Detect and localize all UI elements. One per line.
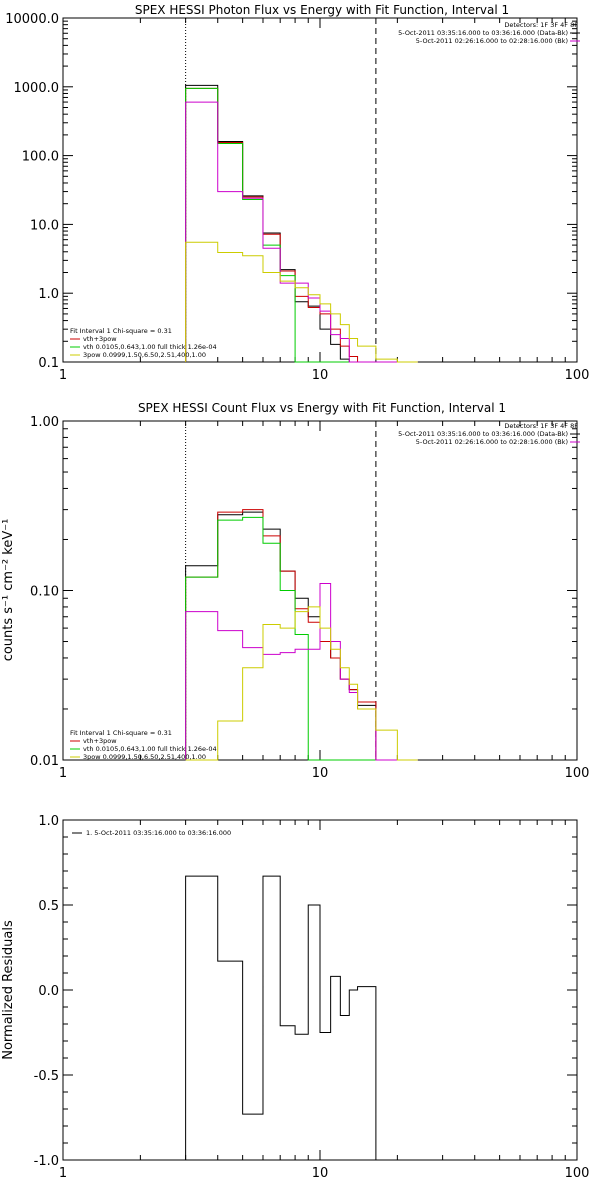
photon-y-tick-label: 1000.0	[14, 81, 60, 96]
residual-panel: Normalized Residuals 1 10 100 -1.0 -0.5 0.0 0.…	[1, 814, 589, 1181]
residual-series-0-step-line	[185, 875, 377, 1160]
legend-data-bk-text: 5-Oct-2011 03:35:16.000 to 03:36:16.000 …	[398, 29, 568, 37]
residual-plot-area: 1 10 100 -1.0 -0.5 0.0 0.5 1.0	[34, 814, 590, 1181]
residual-x-tick-label: 1	[59, 1166, 67, 1181]
photon-panel: SPEX HESSI Photon Flux vs Energy with Fi…	[5, 3, 589, 383]
residual-y-tick-label: -0.5	[34, 1069, 59, 1084]
count-legend-data-bk-text: 5-Oct-2011 03:35:16.000 to 03:36:16.000 …	[398, 430, 568, 438]
detectors-label: Detectors: 1F 3F 4F 8F	[504, 21, 578, 29]
count-detector-legend: Detectors: 1F 3F 4F 8F 5-Oct-2011 03:35:…	[398, 422, 580, 446]
photon-detector-legend: Detectors: 1F 3F 4F 8F 5-Oct-2011 03:35:…	[398, 21, 580, 45]
fit-header-text: Fit Interval 1 Chi-square = 0.31	[70, 327, 172, 335]
count-series-4-step-line	[185, 606, 418, 761]
count-y-tick-label: 0.10	[30, 585, 59, 600]
count-x-tick-label: 1	[59, 766, 67, 781]
residual-legend: 1. 5-Oct-2011 03:35:16.000 to 03:36:16.0…	[72, 829, 231, 837]
legend-bk-text: 5-Oct-2011 02:26:16.000 to 02:28:16.000 …	[416, 37, 568, 45]
count-fit-vth-text: vth 0.0105,0.643,1.00 full thick 1.26e-0…	[83, 745, 217, 753]
count-series-3-step-line	[185, 582, 418, 761]
residual-x-tick-label: 10	[312, 1166, 329, 1181]
photon-series-4-step-line	[185, 241, 418, 363]
photon-y-tick-label: 10000.0	[5, 12, 59, 27]
count-legend-bk-text: 5-Oct-2011 02:26:16.000 to 02:28:16.000 …	[416, 438, 568, 446]
residual-y-tick-label: 0.5	[38, 899, 59, 914]
fit-3pow-text: 3pow 0.0999,1.50,6.50,2.51,400,1.00	[83, 351, 206, 359]
residual-y-tick-label: 1.0	[38, 814, 59, 829]
photon-x-tick-label: 10	[312, 368, 329, 383]
count-detectors-label: Detectors: 1F 3F 4F 8F	[504, 422, 578, 430]
residual-y-tick-label: 0.0	[38, 984, 59, 999]
count-fit-header-text: Fit Interval 1 Chi-square = 0.31	[70, 729, 172, 737]
fit-vth-text: vth 0.0105,0.643,1.00 full thick 1.26e-0…	[83, 343, 217, 351]
residual-x-tick-label: 100	[565, 1166, 590, 1181]
residual-legend-text: 1. 5-Oct-2011 03:35:16.000 to 03:36:16.0…	[86, 829, 231, 837]
photon-x-tick-label: 100	[565, 368, 590, 383]
count-fit-legend: Fit Interval 1 Chi-square = 0.31 vth+3po…	[70, 729, 217, 761]
count-x-tick-label: 100	[565, 766, 590, 781]
count-y-tick-label: 0.01	[30, 754, 59, 769]
fit-total-text: vth+3pow	[83, 335, 117, 343]
photon-y-tick-label: 100.0	[22, 150, 59, 165]
count-y-tick-label: 1.00	[30, 415, 59, 430]
count-y-axis-label: counts s⁻¹ cm⁻² keV⁻¹	[1, 519, 16, 662]
count-series-0-step-line	[185, 511, 418, 761]
photon-y-tick-label: 0.1	[38, 356, 59, 371]
photon-series-1-step-line	[185, 87, 418, 363]
photon-series-2-step-line	[185, 87, 418, 363]
count-series-2-step-line	[185, 516, 418, 761]
count-chart-title: SPEX HESSI Count Flux vs Energy with Fit…	[138, 401, 506, 415]
photon-y-tick-label: 10.0	[30, 218, 59, 233]
photon-chart-title: SPEX HESSI Photon Flux vs Energy with Fi…	[135, 3, 509, 17]
count-panel: SPEX HESSI Count Flux vs Energy with Fit…	[1, 401, 589, 781]
count-x-tick-label: 10	[312, 766, 329, 781]
count-fit-3pow-text: 3pow 0.0999,1.50,6.50,2.51,400,1.00	[83, 753, 206, 761]
count-fit-total-text: vth+3pow	[83, 737, 117, 745]
residual-y-axis-label: Normalized Residuals	[1, 920, 16, 1060]
photon-series-0-step-line	[185, 84, 418, 363]
photon-x-tick-label: 1	[59, 368, 67, 383]
residual-y-tick-label: -1.0	[34, 1154, 59, 1169]
photon-y-tick-label: 1.0	[38, 287, 59, 302]
photon-plot-area: 1 10 100 0.1 1.0 10.0 100.0 1000.0 10000.0	[5, 12, 589, 383]
count-plot-area: 1 10 100 0.01 0.10 1.00	[30, 415, 589, 781]
photon-series-3-step-line	[185, 101, 418, 363]
photon-fit-legend: Fit Interval 1 Chi-square = 0.31 vth+3po…	[70, 327, 217, 359]
